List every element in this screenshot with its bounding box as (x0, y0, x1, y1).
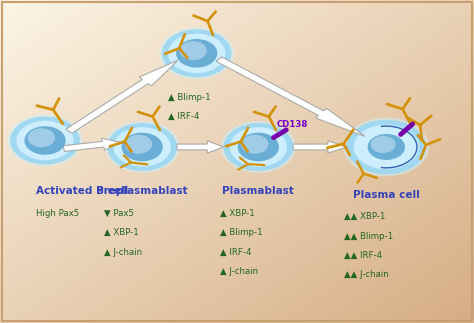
Text: Preplasmablast: Preplasmablast (96, 186, 188, 196)
Circle shape (347, 120, 425, 173)
Circle shape (169, 34, 225, 72)
Text: ▼ Pax5: ▼ Pax5 (104, 209, 134, 218)
Circle shape (122, 133, 162, 161)
Polygon shape (177, 141, 224, 153)
Text: ▲ XBP-1: ▲ XBP-1 (104, 228, 139, 237)
Circle shape (344, 118, 428, 176)
Text: CD138: CD138 (277, 120, 309, 129)
Circle shape (177, 40, 217, 67)
Circle shape (105, 122, 179, 172)
Circle shape (17, 121, 73, 160)
Circle shape (160, 28, 234, 78)
Circle shape (126, 135, 152, 153)
Circle shape (28, 129, 55, 147)
Text: ▲▲ Blimp-1: ▲▲ Blimp-1 (344, 232, 393, 241)
Text: ▲ J-chain: ▲ J-chain (104, 248, 142, 257)
Polygon shape (293, 141, 346, 153)
Text: High Pax5: High Pax5 (36, 209, 79, 218)
Text: ▲▲ J-chain: ▲▲ J-chain (344, 270, 388, 279)
Text: ▲ IRF-4: ▲ IRF-4 (220, 248, 252, 257)
Text: ▲ Blimp-1: ▲ Blimp-1 (168, 93, 211, 102)
Circle shape (221, 122, 295, 172)
Text: ▲▲ XBP-1: ▲▲ XBP-1 (344, 212, 385, 221)
Polygon shape (66, 60, 178, 133)
Circle shape (163, 30, 231, 77)
Text: Plasmablast: Plasmablast (222, 186, 294, 196)
Circle shape (368, 135, 404, 159)
Circle shape (355, 125, 418, 169)
Circle shape (11, 117, 79, 164)
Circle shape (230, 128, 286, 166)
Text: Plasma cell: Plasma cell (353, 190, 419, 200)
Text: ▲ J-chain: ▲ J-chain (220, 267, 258, 276)
Polygon shape (63, 138, 120, 151)
Text: ▲ IRF-4: ▲ IRF-4 (168, 112, 200, 121)
Text: ▲ XBP-1: ▲ XBP-1 (220, 209, 255, 218)
Text: ▲ Blimp-1: ▲ Blimp-1 (220, 228, 263, 237)
Text: Activated B cell: Activated B cell (36, 186, 128, 196)
Circle shape (371, 137, 395, 152)
Text: ▲▲ IRF-4: ▲▲ IRF-4 (344, 251, 382, 260)
Circle shape (108, 124, 176, 170)
Polygon shape (216, 57, 365, 136)
Circle shape (8, 115, 82, 166)
Circle shape (25, 127, 65, 154)
Circle shape (180, 42, 206, 59)
Circle shape (242, 135, 268, 153)
Circle shape (238, 133, 278, 161)
Circle shape (224, 124, 292, 170)
Circle shape (114, 128, 170, 166)
